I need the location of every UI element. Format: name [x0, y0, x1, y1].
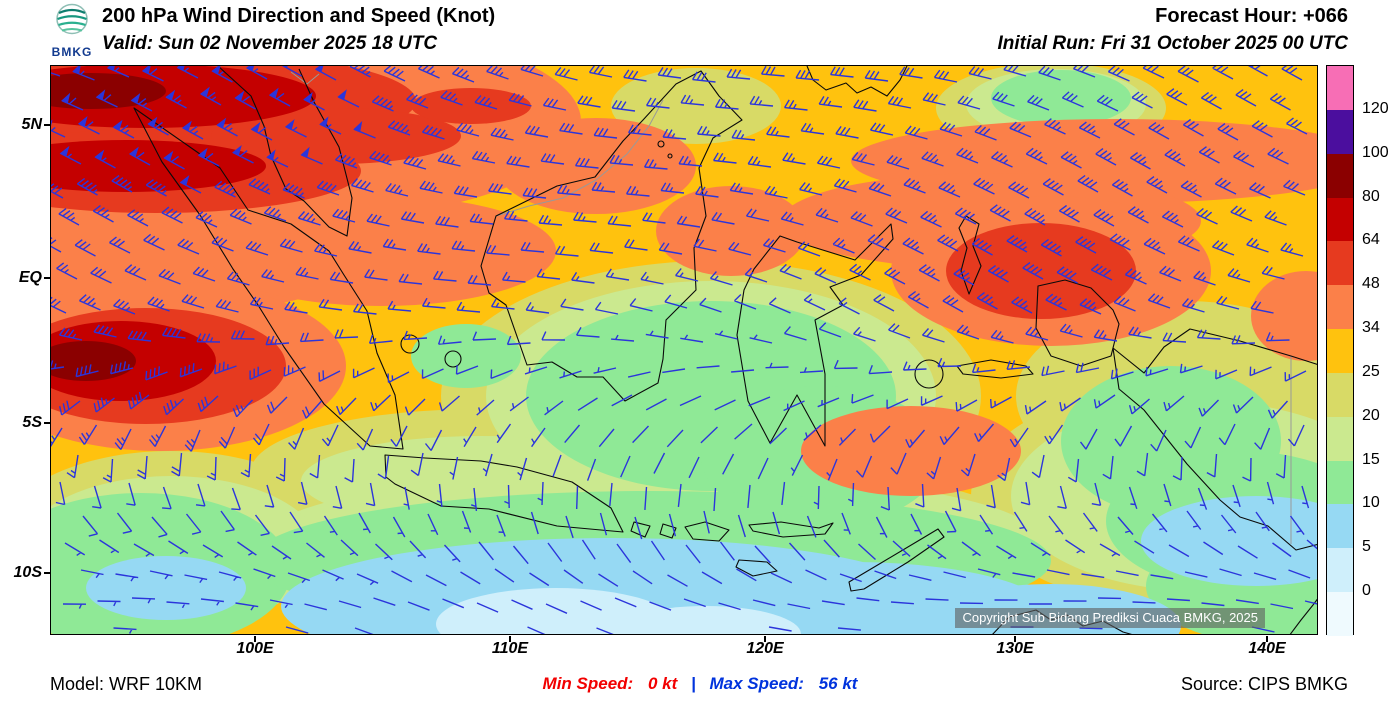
legend-label: 10: [1362, 494, 1380, 512]
legend-color-segment: [1327, 109, 1353, 154]
speed-minmax: Min Speed: 0 kt | Max Speed: 56 kt: [0, 674, 1400, 694]
bmkg-logo-text: BMKG: [51, 45, 93, 59]
x-axis-label: 100E: [236, 640, 274, 657]
legend-color-segment: [1327, 153, 1353, 198]
legend-label: 5: [1362, 538, 1371, 556]
x-axis-label: 130E: [996, 640, 1034, 657]
legend-color-segment: [1327, 460, 1353, 505]
min-speed-label: Min Speed:: [542, 674, 634, 693]
max-speed-label: Max Speed:: [709, 674, 804, 693]
legend-label: 100: [1362, 143, 1389, 161]
wind-map: Copyright Sub Bidang Prediksi Cuaca BMKG…: [50, 65, 1318, 635]
legend-color-segment: [1327, 285, 1353, 330]
x-axis-tick: [509, 636, 511, 642]
y-axis-label: 5N: [21, 116, 42, 133]
legend-color-segment: [1327, 329, 1353, 373]
x-axis-label: 110E: [491, 640, 529, 657]
x-axis-tick: [254, 636, 256, 642]
valid-time-label: Valid: Sun 02 November 2025 18 UTC: [102, 33, 438, 54]
x-axis-tick: [1266, 636, 1268, 642]
model-label: Model: WRF 10KM: [50, 674, 203, 694]
bmkg-logo: BMKG: [46, 2, 98, 59]
legend-color-segment: [1327, 66, 1353, 110]
y-axis-tick: [44, 277, 50, 279]
forecast-hour-label: Forecast Hour: +066: [1155, 5, 1348, 27]
initial-run-label: Initial Run: Fri 31 October 2025 00 UTC: [997, 33, 1348, 54]
source-label: Source: CIPS BMKG: [1180, 674, 1348, 694]
legend-color-segment: [1327, 241, 1353, 286]
y-axis-tick: [44, 124, 50, 126]
minmax-separator: |: [690, 674, 696, 693]
legend-color-segment: [1327, 372, 1353, 417]
page-title: 200 hPa Wind Direction and Speed (Knot): [102, 5, 496, 27]
x-axis-label: 120E: [746, 640, 784, 657]
max-speed-value: 56 kt: [818, 674, 858, 693]
x-axis-tick: [1014, 636, 1016, 642]
legend-label: 20: [1362, 406, 1380, 424]
wind-speed-legend: [1326, 65, 1354, 636]
min-speed-value: 0 kt: [647, 674, 678, 693]
legend-color-segment: [1327, 197, 1353, 242]
legend-color-segment: [1327, 548, 1353, 593]
legend-label: 48: [1362, 275, 1380, 293]
legend-label: 80: [1362, 187, 1380, 205]
legend-label: 34: [1362, 319, 1380, 337]
legend-color-segment: [1327, 504, 1353, 549]
y-axis-tick: [44, 572, 50, 574]
legend-label: 120: [1362, 99, 1389, 117]
legend-label: 25: [1362, 362, 1380, 380]
y-axis-label: 5S: [22, 414, 42, 431]
x-axis-label: 140E: [1248, 640, 1286, 657]
wind-field-canvas: [51, 66, 1317, 634]
legend-color-segment: [1327, 592, 1353, 636]
y-axis-label: EQ: [18, 269, 42, 286]
legend-color-segment: [1327, 416, 1353, 461]
x-axis-tick: [764, 636, 766, 642]
copyright-overlay: Copyright Sub Bidang Prediksi Cuaca BMKG…: [955, 608, 1265, 628]
bmkg-logo-icon: [56, 3, 88, 35]
y-axis-label: 10S: [13, 564, 42, 581]
y-axis-tick: [44, 422, 50, 424]
legend-label: 64: [1362, 231, 1380, 249]
legend-label: 0: [1362, 582, 1371, 600]
legend-label: 15: [1362, 450, 1380, 468]
